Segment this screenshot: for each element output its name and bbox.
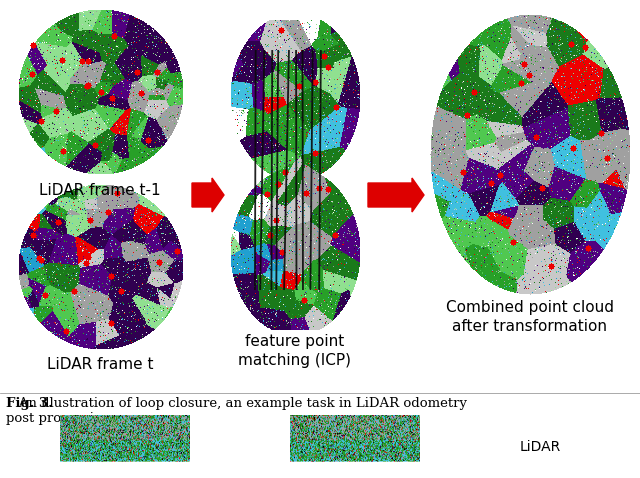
FancyArrow shape — [368, 178, 424, 212]
Text: LiDAR: LiDAR — [520, 440, 561, 454]
Text: An illustration of loop closure, an example task in LiDAR odometry
post processi: An illustration of loop closure, an exam… — [6, 397, 467, 425]
Text: feature point
matching (ICP): feature point matching (ICP) — [239, 334, 351, 368]
Text: LiDAR frame t: LiDAR frame t — [47, 357, 153, 372]
Text: Fig. 3.: Fig. 3. — [6, 397, 53, 410]
FancyArrow shape — [192, 178, 224, 212]
Text: Combined point cloud
after transformation: Combined point cloud after transformatio… — [446, 300, 614, 334]
Text: LiDAR frame t-1: LiDAR frame t-1 — [39, 183, 161, 198]
